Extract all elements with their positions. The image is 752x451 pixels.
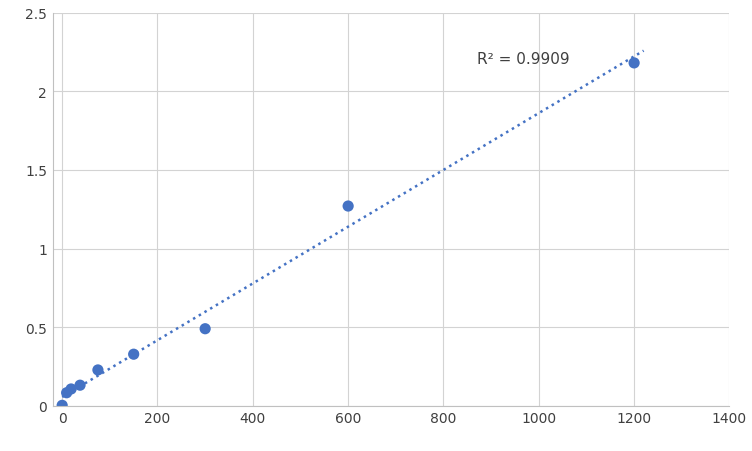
Point [65, 386, 77, 393]
Point [128, 351, 140, 358]
Point [56, 402, 68, 409]
Point [628, 60, 640, 67]
Point [199, 325, 211, 332]
Point [342, 203, 354, 210]
Text: R² = 0.9909: R² = 0.9909 [477, 52, 569, 67]
Point [92, 367, 104, 374]
Point [61, 389, 73, 396]
Point [74, 382, 86, 389]
